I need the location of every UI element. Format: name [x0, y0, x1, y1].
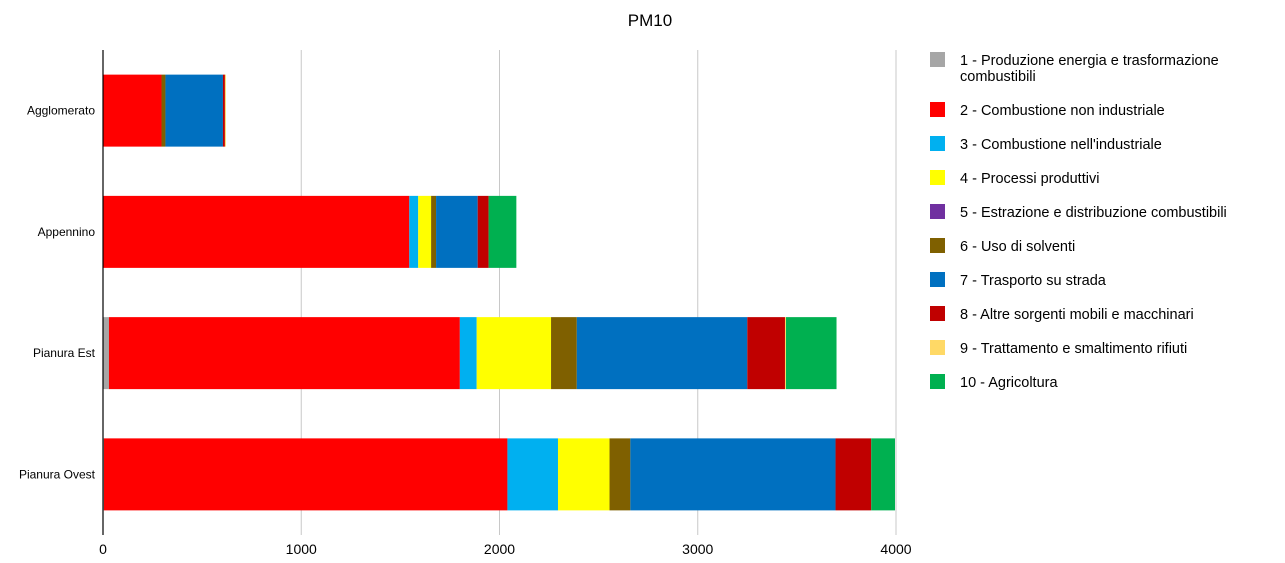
y-category-label: Agglomerato [27, 104, 95, 118]
bar-4-series-4 [557, 438, 610, 511]
bar-2-series-3 [409, 195, 419, 268]
legend-label-8: 8 - Altre sorgenti mobili e macchinari [960, 307, 1194, 323]
bar-2-series-7 [436, 195, 478, 268]
legend-label-6: 6 - Uso di solventi [960, 239, 1075, 255]
legend-swatch-9 [930, 340, 945, 355]
legend-label-2: 2 - Combustione non industriale [960, 103, 1165, 119]
bar-2-series-10 [488, 195, 517, 268]
bar-3-series-6 [551, 317, 577, 390]
bar-2-series-4 [418, 195, 432, 268]
x-tick-label-4000: 4000 [880, 541, 911, 557]
bar-3-series-3 [459, 317, 477, 390]
x-tick-label-2000: 2000 [484, 541, 515, 557]
bar-1-series-2 [103, 74, 162, 147]
bar-3-series-10 [785, 317, 837, 390]
legend-swatch-8 [930, 306, 945, 321]
y-category-label: Pianura Ovest [19, 467, 96, 481]
bar-4-series-2 [103, 438, 508, 511]
bar-3-series-9 [784, 317, 786, 390]
x-axis: 0 1000 2000 3000 4000 [99, 541, 912, 557]
legend-swatch-7 [930, 272, 945, 287]
bar-1-series-9 [224, 74, 226, 147]
legend-swatch-4 [930, 170, 945, 185]
y-category-label: Pianura Est [33, 346, 96, 360]
bar-2-series-6 [431, 195, 437, 268]
legend-label-9: 9 - Trattamento e smaltimento rifiuti [960, 341, 1187, 357]
bar-4-series-6 [609, 438, 631, 511]
bar-1-series-6 [161, 74, 166, 147]
bar-4-series-10 [871, 438, 896, 511]
legend-label-1: 1 - Produzione energia e trasformazione c… [960, 53, 1219, 85]
bar-3-series-2 [108, 317, 460, 390]
y-axis: Agglomerato Appennino Pianura Est Pianura O… [19, 50, 104, 535]
bar-2-series-2 [103, 195, 410, 268]
x-tick-label-1000: 1000 [286, 541, 317, 557]
legend: 1 - Produzione energia e trasformazione c… [930, 52, 1227, 391]
bar-4-series-7 [630, 438, 836, 511]
chart-title: PM10 [628, 11, 672, 30]
bar-3-series-4 [476, 317, 552, 390]
bar-3-series-1 [103, 317, 109, 390]
y-category-label: Appennino [38, 225, 96, 239]
legend-swatch-1 [930, 52, 945, 67]
legend-swatch-3 [930, 136, 945, 151]
legend-label-4: 4 - Processi produttivi [960, 171, 1099, 187]
legend-label-3: 3 - Combustione nell'industriale [960, 137, 1162, 153]
legend-label-10: 10 - Agricoltura [960, 375, 1058, 391]
bars [103, 74, 896, 511]
legend-label-7: 7 - Trasporto su strada [960, 273, 1107, 289]
bar-1-series-8 [222, 74, 225, 147]
bar-3-series-7 [576, 317, 748, 390]
bar-4-series-8 [835, 438, 872, 511]
bar-4-series-3 [507, 438, 558, 511]
legend-label-5: 5 - Estrazione e distribuzione combustib… [960, 205, 1227, 221]
x-tick-label-3000: 3000 [682, 541, 713, 557]
legend-swatch-5 [930, 204, 945, 219]
legend-swatch-2 [930, 102, 945, 117]
bar-3-series-8 [747, 317, 785, 390]
x-tick-label-0: 0 [99, 541, 107, 557]
legend-swatch-10 [930, 374, 945, 389]
bar-2-series-8 [477, 195, 489, 268]
bar-1-series-7 [165, 74, 223, 147]
legend-swatch-6 [930, 238, 945, 253]
